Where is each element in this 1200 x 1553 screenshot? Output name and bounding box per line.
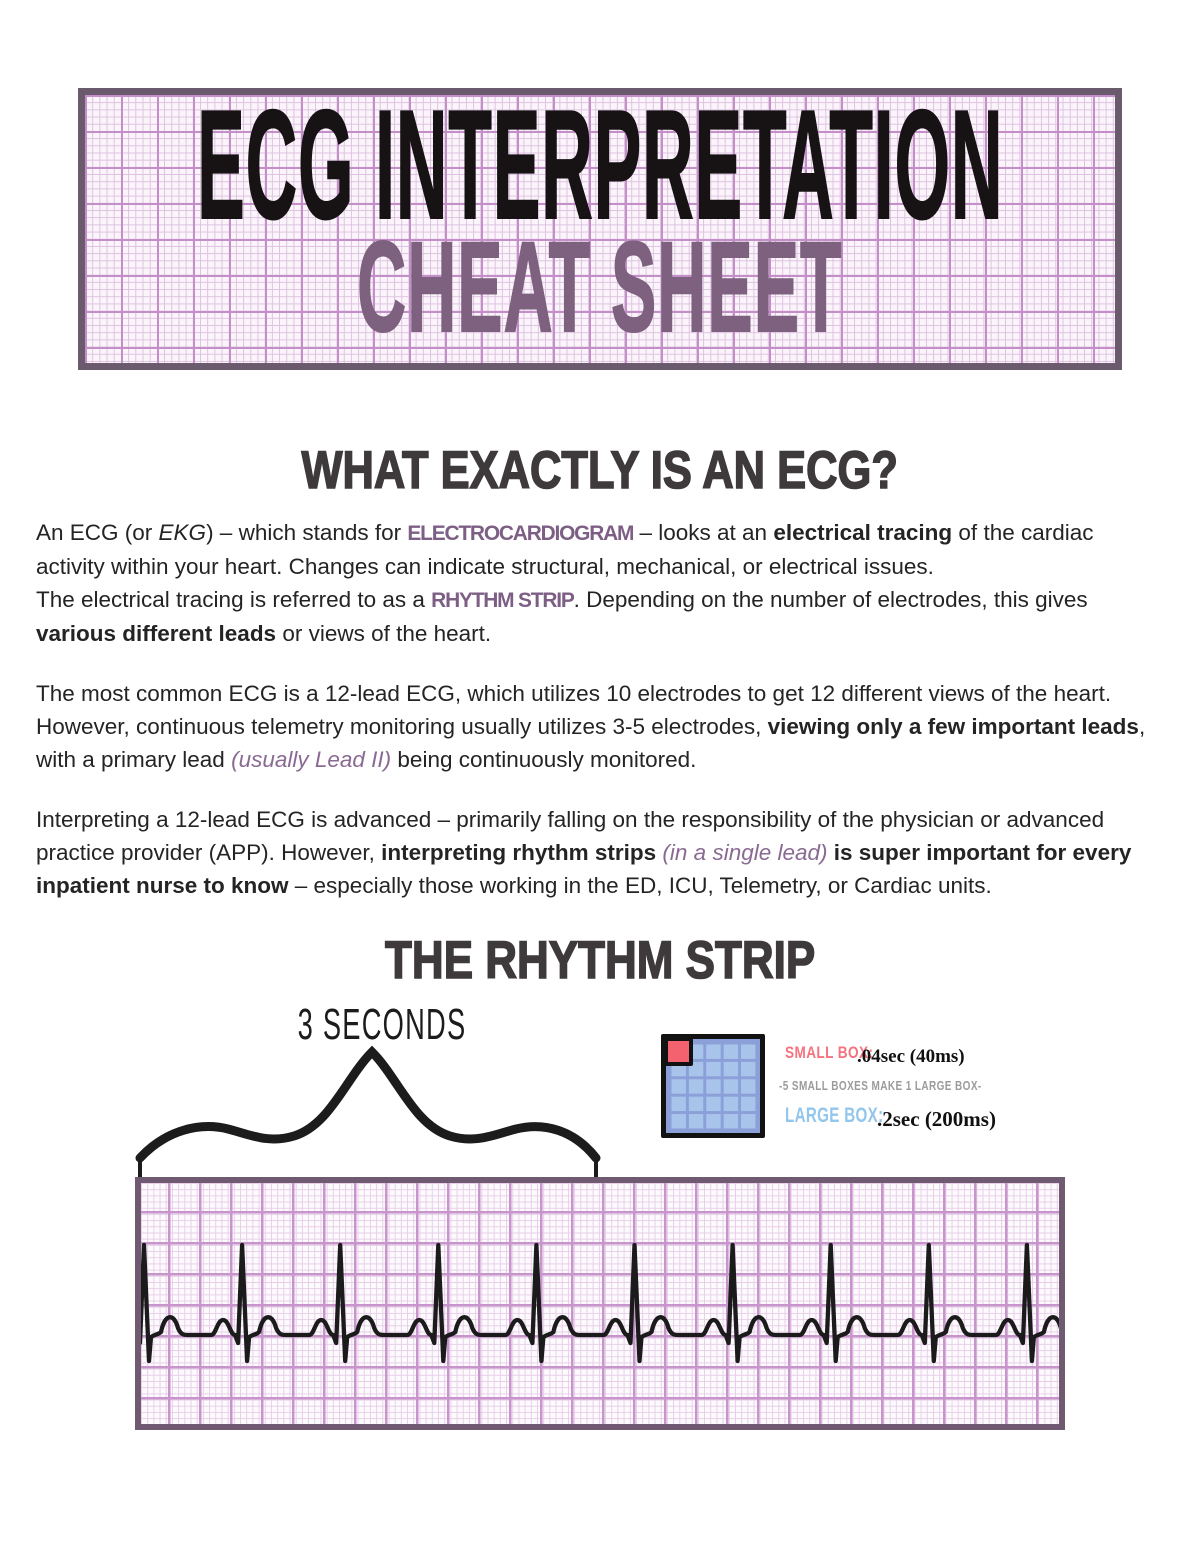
banner-subtitle: CHEAT SHEET: [357, 216, 843, 359]
text-segment: – especially those working in the ED, IC…: [288, 873, 992, 898]
box-size-legend-diagram: [661, 1034, 765, 1138]
paragraph: Interpreting a 12-lead ECG is advanced –…: [36, 803, 1166, 902]
small-box-value: .04sec (40ms): [857, 1046, 965, 1067]
small-box-label: SMALL BOX:: [785, 1043, 874, 1062]
text-segment: ) – which stands for: [206, 520, 408, 545]
text-segment: various different leads: [36, 621, 277, 646]
text-segment: interpreting rhythm strips: [381, 840, 663, 865]
text-segment: being continuously monitored.: [391, 747, 697, 772]
text-segment: Interpreting a 12-lead ECG is advanced –…: [36, 807, 1105, 865]
text-segment: The most common ECG is a 12-lead ECG, wh…: [36, 681, 1112, 739]
text-segment: RHYTHM STRIP: [431, 589, 575, 612]
paragraph: The electrical tracing is referred to as…: [36, 583, 1166, 650]
text-segment: – looks at an: [633, 520, 774, 545]
ecg-rhythm-strip: [135, 1177, 1065, 1430]
header-banner: ECG INTERPRETATION CHEAT SHEET: [78, 88, 1122, 370]
text-segment: ELECTROCARDIOGRAM: [407, 522, 634, 545]
text-segment: , with a primary lead: [36, 714, 1146, 772]
text-segment: is super important for every inpatient n…: [36, 840, 1132, 898]
large-box-label: LARGE BOX:: [785, 1104, 884, 1127]
text-segment: . Depending on the number of electrodes,…: [573, 587, 1088, 612]
text-segment: EKG: [158, 520, 207, 545]
section-heading-text: THE RHYTHM STRIP: [384, 931, 816, 991]
text-segment: electrical tracing: [773, 520, 953, 545]
text-segment: or views of the heart.: [276, 621, 492, 646]
intro-paragraphs: An ECG (or EKG) – which stands for ELECT…: [36, 516, 1166, 929]
text-segment: The electrical tracing is referred to as…: [36, 587, 432, 612]
three-seconds-brace: [135, 1045, 601, 1182]
large-box-value: .2sec (200ms): [877, 1107, 996, 1131]
section-heading-text: WHAT EXACTLY IS AN ECG?: [301, 441, 899, 501]
text-segment: of the cardiac activity within your hear…: [36, 520, 1094, 579]
paragraph: An ECG (or EKG) – which stands for ELECT…: [36, 516, 1166, 583]
section-heading-rhythm-strip: THE RHYTHM STRIP: [0, 931, 1200, 991]
section-heading-what-is-ecg: WHAT EXACTLY IS AN ECG?: [0, 441, 1200, 501]
text-segment: viewing only a few important leads: [767, 714, 1139, 739]
paragraph: The most common ECG is a 12-lead ECG, wh…: [36, 677, 1166, 776]
three-seconds-label: 3 SECONDS: [297, 1000, 467, 1049]
ecg-trace: [141, 1242, 1059, 1364]
ecg-trace-path: [141, 1242, 1059, 1364]
banner-title: ECG INTERPRETATION: [196, 88, 1004, 251]
brace-path: [135, 1045, 601, 1163]
small-box-highlight: [664, 1037, 693, 1066]
text-segment: (usually Lead II): [231, 747, 392, 772]
text-segment: (in a single lead): [662, 840, 828, 865]
boxes-note: -5 SMALL BOXES MAKE 1 LARGE BOX-: [779, 1079, 982, 1093]
text-segment: An ECG (or: [36, 520, 159, 545]
